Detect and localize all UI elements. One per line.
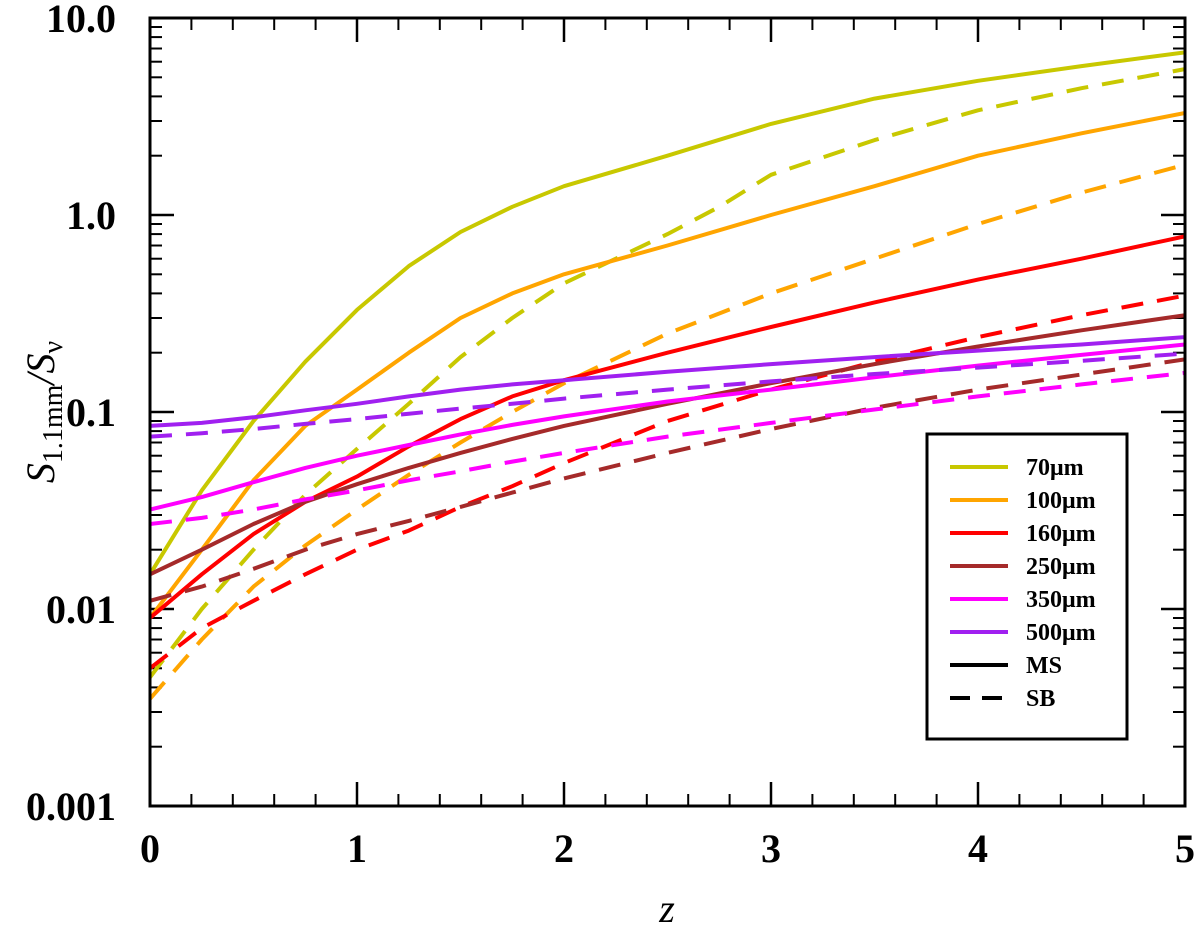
legend-label: 160μm	[1026, 521, 1096, 547]
series-line-160um-SB	[150, 293, 1185, 670]
y-axis-title-numerator-sub: 1.1mm	[38, 384, 69, 463]
x-tick-label: 0	[140, 826, 160, 871]
series-line-70um-MS	[150, 50, 1185, 576]
series-line-250um-SB	[150, 357, 1185, 603]
x-axis-title: z	[658, 886, 675, 931]
y-tick-label: 1.0	[66, 193, 116, 238]
series-line-70um-SB	[150, 67, 1185, 679]
x-tick-label: 2	[554, 826, 574, 871]
y-axis-title-base: S	[18, 463, 63, 483]
legend-label: 350μm	[1026, 587, 1096, 613]
y-axis-title: S1.1mm/Sν	[18, 341, 69, 483]
legend-label: 250μm	[1026, 554, 1096, 580]
y-axis-title-separator: /S	[18, 353, 63, 386]
legend-items: 70μm 100μm 160μm 250μm 350μm 500μm MS SB	[950, 455, 1096, 712]
y-tick-label: 10.0	[46, 0, 116, 41]
y-tick-label: 0.001	[26, 784, 116, 829]
legend: 70μm 100μm 160μm 250μm 350μm 500μm MS SB	[925, 432, 1129, 741]
x-tick-label: 3	[761, 826, 781, 871]
legend-label: MS	[1026, 653, 1062, 679]
series-line-500um-MS	[150, 335, 1185, 428]
y-tick-label: 0.1	[66, 390, 116, 435]
legend-box	[925, 432, 1129, 741]
legend-label: 100μm	[1026, 488, 1096, 514]
x-tick-labels: 0 1 2 3 4 5	[140, 826, 1195, 871]
y-tick-label: 0.01	[46, 587, 116, 632]
y-tick-labels: 0.001 0.01 0.1 1.0 10.0	[26, 0, 116, 829]
series-layer	[150, 50, 1185, 701]
legend-label: 70μm	[1026, 455, 1084, 481]
series-line-160um-MS	[150, 234, 1185, 620]
plot-frame	[148, 16, 1187, 808]
legend-label: 500μm	[1026, 620, 1096, 646]
y-axis-title-denominator-sub: ν	[38, 341, 69, 354]
minor-ticks	[150, 18, 1185, 806]
x-tick-label: 5	[1175, 826, 1195, 871]
series-line-350um-SB	[150, 370, 1185, 526]
series-line-500um-SB	[150, 351, 1185, 439]
series-line-100um-MS	[150, 110, 1185, 620]
legend-label: SB	[1026, 686, 1055, 712]
x-tick-label: 4	[968, 826, 988, 871]
x-tick-label: 1	[347, 826, 367, 871]
